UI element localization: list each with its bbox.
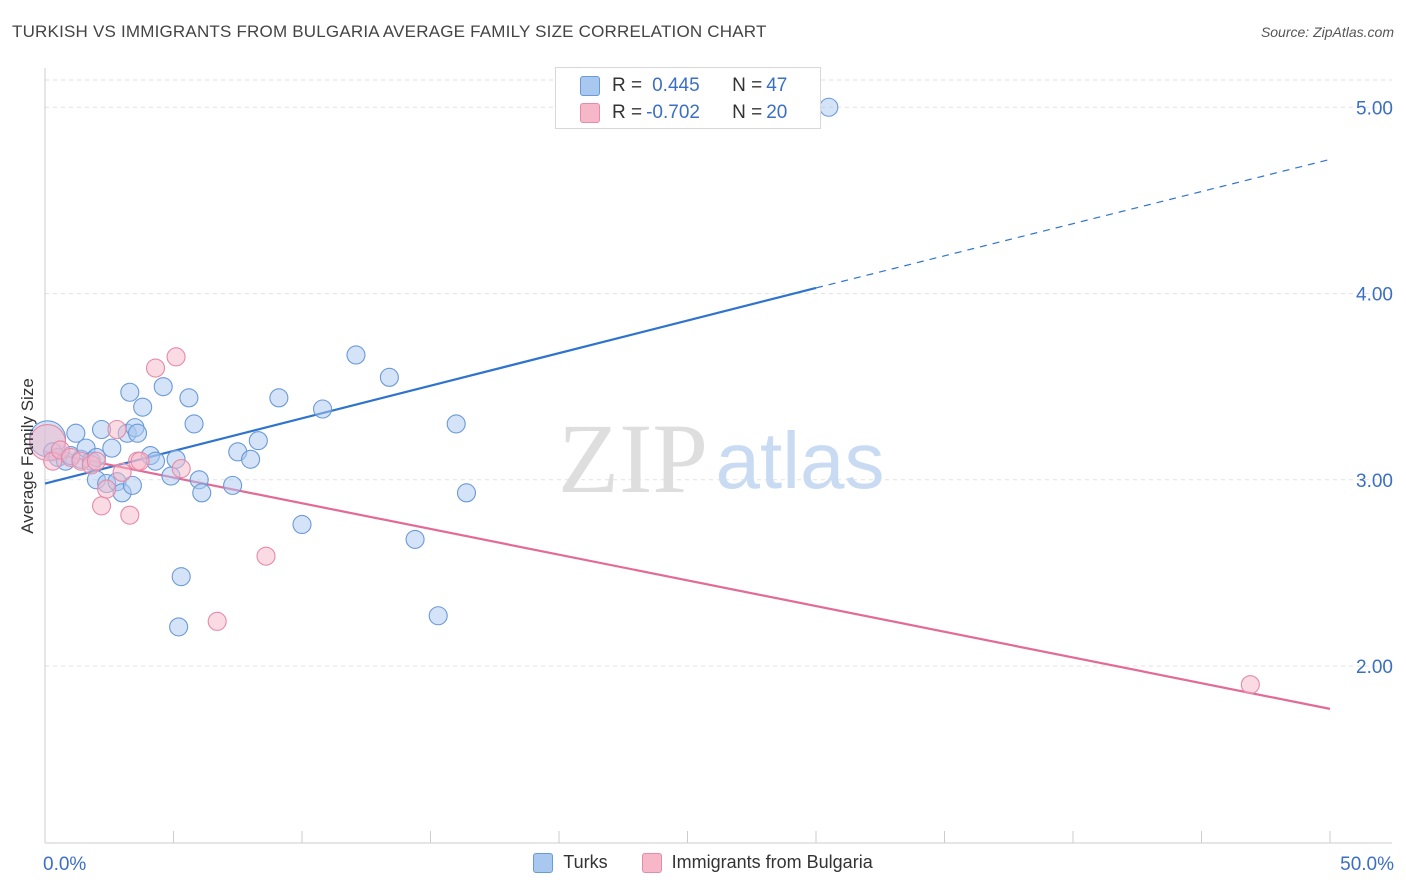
turks-swatch — [580, 76, 600, 96]
point-turks — [346, 345, 366, 365]
turks-n-label: N = — [732, 75, 763, 96]
y-tick-label: 2.00 — [1356, 657, 1393, 678]
turks-r-value: 0.445 — [652, 75, 700, 96]
chart-title: TURKISH VS IMMIGRANTS FROM BULGARIA AVER… — [12, 22, 767, 41]
point-bulgaria — [171, 459, 191, 479]
point-turks — [248, 431, 268, 451]
point-bulgaria — [130, 451, 150, 471]
legend-turks-swatch — [533, 852, 554, 873]
point-turks — [379, 367, 399, 387]
point-turks — [171, 567, 191, 587]
bulgaria-n-value: 20 — [766, 102, 788, 123]
point-turks — [127, 423, 148, 443]
trendline-bulgaria — [44, 450, 1331, 710]
legend-turks-label: Turks — [563, 852, 608, 872]
bottom-legend: Turks Immigrants from Bulgaria — [0, 852, 1406, 873]
point-turks — [405, 529, 425, 549]
bulgaria-swatch — [580, 103, 600, 123]
point-turks — [120, 382, 140, 402]
watermark-atlas: atlas — [716, 416, 885, 505]
point-bulgaria — [112, 462, 132, 482]
bulgaria-n-label: N = — [732, 102, 763, 123]
legend-item-turks: Turks — [533, 852, 608, 873]
point-turks — [153, 377, 173, 397]
point-turks — [184, 414, 204, 434]
point-turks — [223, 475, 243, 495]
point-turks — [446, 414, 466, 434]
point-turks — [819, 97, 839, 117]
bulgaria-r-value: -0.702 — [646, 102, 700, 123]
y-tick-label: 3.00 — [1356, 471, 1393, 492]
point-bulgaria — [166, 347, 186, 367]
watermark: ZIP atlas — [558, 403, 884, 514]
turks-r-label: R = — [612, 75, 643, 96]
point-turks — [179, 388, 199, 408]
y-tick-label: 5.00 — [1356, 98, 1393, 119]
point-turks — [456, 483, 477, 503]
watermark-zip: ZIP — [558, 403, 708, 514]
point-turks — [169, 617, 189, 637]
point-bulgaria — [120, 505, 140, 525]
stats-row-turks: R = 0.445 N = 47 — [580, 73, 787, 99]
point-bulgaria — [207, 611, 227, 631]
y-axis-label: Average Family Size — [18, 378, 37, 534]
source-label: Source: ZipAtlas.com — [1260, 24, 1394, 40]
stats-legend: R = 0.445 N = 47 R = -0.702 N = 20 — [555, 67, 821, 129]
x-tick-label-max: 50.0% — [1340, 854, 1394, 875]
legend-bulgaria-swatch — [641, 852, 662, 873]
legend-bulgaria-label: Immigrants from Bulgaria — [671, 852, 873, 872]
bulgaria-r-label: R = — [612, 102, 643, 123]
y-tick-label: 4.00 — [1356, 285, 1393, 306]
point-turks — [428, 606, 448, 626]
point-turks — [192, 483, 212, 503]
legend-item-bulgaria: Immigrants from Bulgaria — [641, 852, 873, 873]
trendline-turks-extension — [815, 158, 1331, 289]
point-turks — [313, 399, 333, 419]
point-turks — [292, 514, 312, 535]
x-tick-label-min: 0.0% — [43, 854, 86, 875]
point-turks — [66, 423, 86, 443]
point-bulgaria — [256, 546, 276, 566]
data-points — [29, 97, 1260, 695]
grid — [45, 79, 1392, 667]
point-turks — [102, 438, 122, 458]
point-turks — [133, 397, 153, 417]
tick-labels: 2.00 3.00 4.00 5.00 0.0% 50.0% — [43, 98, 1394, 875]
point-bulgaria — [91, 496, 112, 516]
point-bulgaria — [1240, 675, 1260, 695]
point-turks — [122, 475, 142, 495]
turks-n-value: 47 — [766, 75, 788, 96]
point-bulgaria — [97, 479, 117, 499]
point-turks — [269, 388, 289, 408]
stats-row-bulgaria: R = -0.702 N = 20 — [580, 100, 787, 126]
point-bulgaria — [86, 451, 106, 471]
point-bulgaria — [107, 419, 127, 440]
point-turks — [241, 449, 261, 469]
point-bulgaria — [145, 358, 166, 378]
